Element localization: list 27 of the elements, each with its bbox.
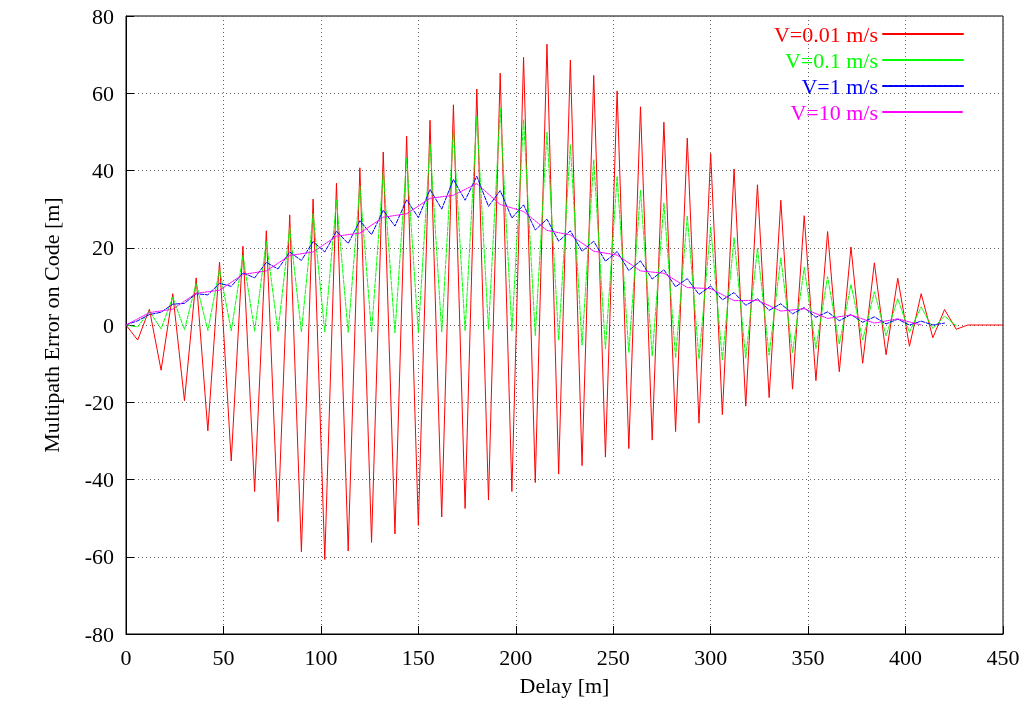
y-tick-label: -20 — [84, 389, 114, 415]
x-tick-label: 250 — [596, 644, 630, 670]
x-tick-label: 450 — [986, 644, 1020, 670]
legend-label: V=0.1 m/s — [784, 47, 878, 73]
y-tick-label: -80 — [84, 621, 114, 647]
y-tick-label: 40 — [92, 158, 114, 183]
x-axis-title: Delay [m] — [519, 672, 610, 698]
y-tick-label: -40 — [84, 467, 114, 492]
legend-label: V=1 m/s — [801, 73, 878, 99]
legend-label: V=10 m/s — [790, 99, 878, 125]
y-tick-label: 60 — [92, 80, 114, 106]
y-tick-label: 80 — [92, 3, 114, 29]
y-tick-label: 20 — [92, 235, 114, 261]
y-tick-label: 0 — [103, 312, 114, 338]
line-series — [125, 43, 1004, 560]
y-axis-title: Multipath Error on Code [m] — [38, 197, 64, 453]
line-series — [125, 107, 957, 361]
x-tick-label: 50 — [212, 644, 235, 670]
x-tick-label: 0 — [120, 644, 132, 670]
y-tick-label: -60 — [84, 544, 114, 570]
x-tick-label: 100 — [304, 644, 338, 670]
x-tick-label: 200 — [499, 644, 533, 670]
legend-label: V=0.01 m/s — [773, 21, 878, 47]
x-tick-label: 150 — [401, 644, 435, 670]
x-tick-label: 400 — [889, 644, 923, 670]
x-tick-label: 300 — [694, 644, 728, 670]
x-tick-label: 350 — [791, 644, 825, 670]
